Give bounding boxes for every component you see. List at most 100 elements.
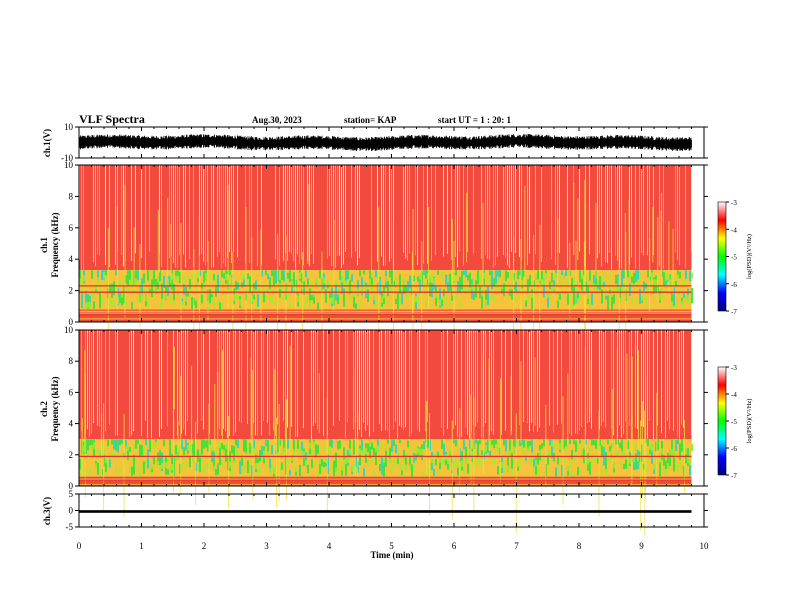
ch2-spec-mid-blob — [433, 468, 435, 476]
ch2-spec-mid-blob — [373, 447, 375, 456]
ch2-spec-mid-blob — [523, 448, 525, 455]
ch1-spec-sferic — [207, 240, 209, 321]
ch1-spec-mid-blob — [613, 288, 615, 295]
ch2-spec-sferic — [567, 373, 569, 445]
ch1-spec-mid-blob — [629, 271, 631, 279]
ch1-spec-sferic — [159, 207, 161, 273]
ch1-spec-mid-blob — [109, 299, 111, 307]
ch2-spec-mid-blob — [497, 466, 499, 475]
ch2-spec-mid-blob — [251, 465, 253, 477]
ch2-spec-mid-blob — [669, 448, 671, 455]
ch1-spec-streak — [213, 165, 214, 268]
ch1-spec-mid-blob — [329, 292, 331, 299]
ch2-spec-sferic — [459, 408, 461, 493]
ch2-spec-mid-blob — [391, 439, 393, 452]
ch1-spec-streak — [389, 165, 390, 262]
ch1-spec-mid-blob — [101, 270, 103, 280]
ch2-spec-mid-blob — [565, 439, 567, 447]
ch2-spec-mid-blob — [481, 450, 483, 456]
ch1-spec-streak — [615, 165, 616, 257]
ch2-spec-mid-blob — [235, 448, 237, 455]
ch2-spec-sferic — [637, 350, 639, 451]
ch1-spec-mid-blob — [473, 291, 475, 300]
ch2-spec-streak — [427, 330, 428, 422]
ch1-spec-mid-blob — [407, 291, 409, 298]
ch2-spec-mid-blob — [439, 456, 441, 470]
colorbar-ch1-tick-label: -7 — [731, 308, 737, 316]
ch2-spec-mid-blob — [623, 450, 625, 457]
ch1-spec-streak — [513, 165, 514, 266]
ch1-spec-mid-blob — [101, 298, 103, 305]
ch1-spec-mid-blob — [501, 286, 503, 294]
ch2-spec-streak — [417, 330, 418, 430]
ch1-spec-mid-blob — [221, 303, 223, 310]
ch2-spec-mid-blob — [689, 458, 691, 466]
ch2-spec-mid-blob — [549, 439, 551, 446]
ch1-spec-mid-blob — [151, 271, 153, 279]
ch2-spec-mid-blob — [457, 461, 459, 469]
ch1-spec-streak — [505, 165, 506, 258]
ch2-spec-streak — [393, 330, 394, 430]
ch2-spec-mid-blob — [373, 470, 375, 477]
ch1-spec-streak — [635, 165, 636, 269]
ch1-spec-mid-blob — [647, 270, 649, 278]
ch2-spec-mid-blob — [567, 464, 569, 472]
ch1-spec-mid-blob — [287, 292, 289, 299]
ch1-spec-mid-blob — [449, 300, 451, 307]
ch1-spec-streak — [205, 165, 206, 266]
ch2-spec-mid-blob — [439, 456, 441, 463]
ch2-spec-mid-blob — [157, 460, 159, 468]
ch2-spec-mid-blob — [523, 439, 525, 448]
ch1-spec-mid-blob — [149, 287, 151, 294]
ch2-spec-mid-blob — [79, 458, 81, 471]
ch2-spec-mid-blob — [183, 447, 185, 460]
ch2-spec-mid-blob — [273, 467, 275, 474]
ch1-spec-mid-blob — [517, 287, 519, 294]
ch1-spec-mid-blob — [175, 275, 177, 282]
colorbar-ch1-tick-label: -6 — [731, 281, 737, 289]
ch1-spec-mid-blob — [209, 274, 211, 281]
ch1-spec-mid-blob — [633, 272, 635, 286]
ch1-spec-mid-blob — [601, 278, 603, 285]
ch1-spec-mid-blob — [683, 292, 685, 298]
ch1-spec-mid-blob — [445, 299, 447, 306]
ch2-spec-mid-blob — [639, 462, 641, 469]
ch2-spec-mid-blob — [667, 452, 669, 469]
ch1-spec-mid-blob — [537, 270, 539, 280]
ch2-spec-streak — [93, 330, 94, 423]
ch2-spec-sferic — [173, 375, 175, 447]
ch1-spec-mid-blob — [119, 280, 121, 287]
ch1-spec-mid-blob — [495, 283, 497, 290]
ch1-spec-mid-blob — [247, 280, 249, 287]
ch1-spec-mid-blob — [223, 290, 225, 298]
ch2-spec-mid-blob — [147, 449, 149, 469]
ch1-spec-mid-blob — [363, 280, 365, 287]
ch1-spec-streak — [343, 165, 344, 265]
ch1-spec-mid-blob — [677, 270, 679, 278]
ch2-spec-streak — [533, 330, 534, 432]
ch2-spec-mid-blob — [493, 439, 495, 449]
ch1-spec-mid-blob — [293, 287, 295, 294]
ch2-spec-streak — [681, 330, 682, 425]
ch1-spec-mid-blob — [265, 294, 267, 302]
ch1-spec-mid-blob — [125, 301, 127, 309]
ch2-spec-streak — [653, 330, 654, 440]
ch1-spec-streak — [619, 165, 620, 269]
ch2-spec-mid-blob — [277, 439, 279, 454]
ch2-spec-mid-blob — [385, 448, 387, 467]
ch1-spec-streak — [149, 165, 150, 252]
ch2-spec-mid-blob — [399, 464, 401, 471]
ch1-spec-mid-blob — [217, 299, 219, 306]
ch2-spec-mid-blob — [585, 458, 587, 466]
ch1-spec-mid-blob — [137, 270, 139, 281]
ch1-spec-mid-blob — [603, 282, 605, 287]
ch1-spec-mid-blob — [213, 273, 215, 281]
ch1-spec-streak — [691, 165, 692, 252]
ch1-spec-mid-blob — [267, 286, 269, 293]
ch1-spec-mid-blob — [553, 285, 555, 292]
x-tick-label: 2 — [202, 541, 207, 551]
ch1-spec-streak — [601, 165, 602, 267]
ch2-spec-streak — [297, 330, 298, 437]
colorbar-ch1-tick-label: -5 — [731, 254, 737, 262]
